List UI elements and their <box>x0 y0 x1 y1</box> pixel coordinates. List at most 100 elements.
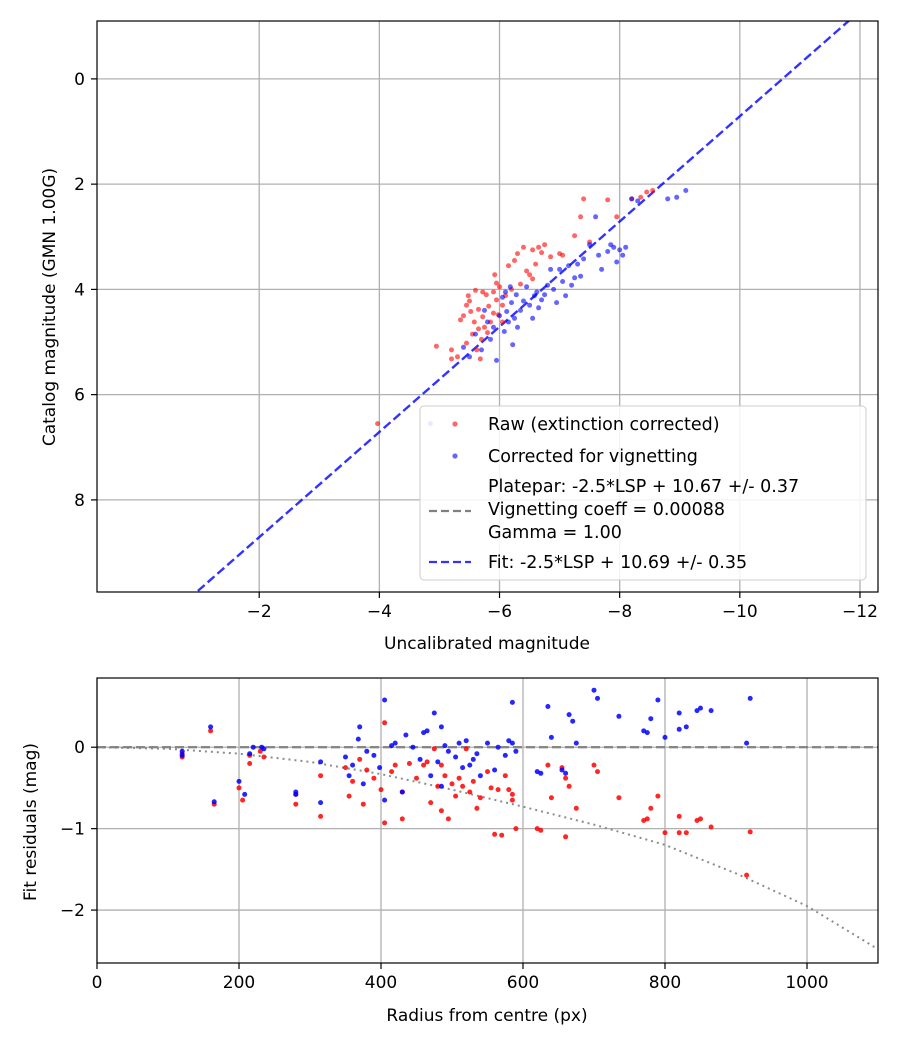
raw-point <box>595 769 600 775</box>
corrected-point <box>482 307 487 313</box>
raw-point <box>449 356 454 362</box>
corrected-point <box>461 344 466 350</box>
legend-corrected-label: Corrected for vignetting <box>488 447 698 467</box>
raw-point <box>473 287 478 293</box>
raw-point <box>676 813 682 819</box>
corrected-point <box>399 789 405 795</box>
raw-point <box>662 830 668 836</box>
corrected-point <box>473 331 478 337</box>
raw-point <box>486 303 492 309</box>
raw-point <box>460 783 466 789</box>
raw-point <box>236 785 242 791</box>
corrected-point <box>515 324 520 330</box>
raw-point <box>708 824 714 830</box>
raw-point <box>518 281 523 287</box>
corrected-point <box>410 744 416 750</box>
x-tick-label: −2 <box>247 602 272 622</box>
raw-point <box>513 826 519 832</box>
corrected-point <box>179 752 185 758</box>
corrected-point <box>467 354 472 360</box>
top-x-axis-label: Uncalibrated magnitude <box>384 634 590 654</box>
raw-point <box>442 773 448 779</box>
corrected-point <box>453 754 459 760</box>
raw-point <box>676 830 682 836</box>
corrected-point <box>485 740 490 746</box>
raw-point <box>491 289 496 295</box>
raw-point <box>456 775 462 781</box>
raw-point <box>655 793 661 799</box>
bottom-x-axis-label: Radius from centre (px) <box>386 1006 587 1026</box>
legend-box <box>419 405 867 581</box>
corrected-point <box>531 293 537 299</box>
top-chart-panel: −2 −4 −6 −8 −10 −12 0 2 4 6 8 Uncalibrated magnitu… <box>40 20 879 654</box>
raw-point <box>483 292 489 298</box>
corrected-point <box>521 298 526 304</box>
corrected-point <box>467 762 473 768</box>
raw-point <box>530 276 536 282</box>
corrected-point <box>683 724 689 730</box>
raw-point <box>614 214 620 220</box>
corrected-point <box>518 307 523 313</box>
raw-point <box>482 324 487 330</box>
raw-point <box>485 330 490 336</box>
raw-point <box>453 793 459 799</box>
raw-point <box>343 765 348 771</box>
corrected-point <box>566 263 572 269</box>
corrected-point <box>635 198 641 204</box>
corrected-point <box>510 342 516 348</box>
raw-point <box>536 244 542 250</box>
raw-point <box>445 816 451 822</box>
top-ticks: −2 −4 −6 −8 −10 −12 0 2 4 6 8 <box>74 70 878 622</box>
raw-point <box>644 189 650 195</box>
bottom-reference-lines <box>97 746 878 951</box>
y-tick-label: 0 <box>74 70 85 90</box>
corrected-point <box>318 759 324 765</box>
raw-point <box>438 762 444 768</box>
corrected-point <box>698 705 703 711</box>
top-raw-points <box>375 188 656 427</box>
corrected-point <box>591 687 597 693</box>
y-tick-label: 4 <box>74 280 85 300</box>
corrected-point <box>250 744 256 750</box>
corrected-point <box>428 773 434 779</box>
raw-point <box>563 834 569 840</box>
raw-point <box>399 816 405 822</box>
corrected-point <box>504 309 510 314</box>
raw-point <box>463 746 469 752</box>
corrected-point <box>513 292 519 298</box>
corrected-point <box>491 324 496 330</box>
corrected-point <box>566 712 572 718</box>
x-tick-label: −4 <box>367 602 392 622</box>
corrected-point <box>506 319 511 325</box>
raw-point <box>346 793 352 799</box>
corrected-point <box>507 284 513 290</box>
corrected-point <box>503 289 508 295</box>
corrected-point <box>456 740 462 746</box>
raw-point <box>364 767 370 773</box>
corrected-point <box>596 252 602 258</box>
corrected-point <box>551 286 557 292</box>
corrected-point <box>357 724 363 730</box>
corrected-point <box>694 708 700 714</box>
raw-point <box>648 805 654 811</box>
corrected-point <box>500 294 505 300</box>
vignetting-model-curve <box>97 746 878 951</box>
corrected-point <box>424 728 430 734</box>
raw-point <box>474 805 480 811</box>
corrected-point <box>548 266 554 272</box>
raw-point <box>257 748 263 754</box>
corrected-point <box>501 329 507 334</box>
corrected-point <box>509 740 515 746</box>
x-tick-label: −12 <box>842 602 878 622</box>
y-tick-label: 6 <box>74 386 85 406</box>
raw-point <box>474 347 480 353</box>
corrected-point <box>445 748 451 754</box>
corrected-point <box>614 259 620 265</box>
corrected-point <box>655 697 661 703</box>
raw-point <box>318 813 324 819</box>
corrected-point <box>492 767 498 773</box>
corrected-point <box>431 710 437 716</box>
raw-point <box>476 326 481 332</box>
corrected-point <box>527 302 533 308</box>
